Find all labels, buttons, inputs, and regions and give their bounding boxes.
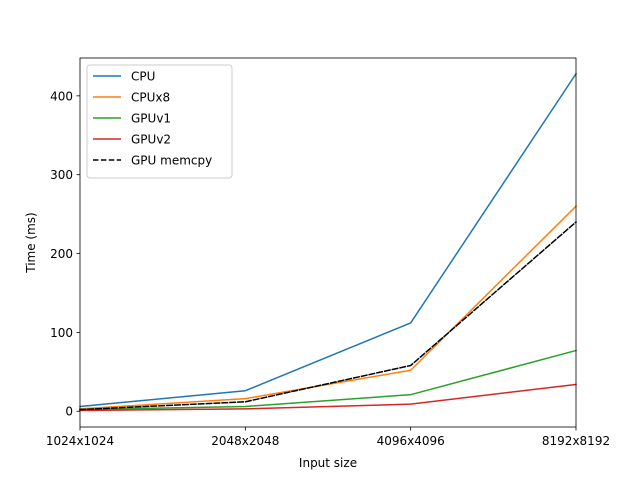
series-layer: [79, 72, 578, 412]
series-line-2: [79, 349, 577, 411]
legend-box: [86, 64, 233, 179]
x-axis: 1024x1024 2048x2048 4096x4096 8192x8192: [46, 427, 610, 448]
x-tick-label: 1024x1024: [46, 434, 114, 448]
series-line-3: [79, 383, 577, 412]
legend-label: CPU: [131, 70, 155, 84]
y-axis-label: Time (ms): [24, 212, 38, 274]
legend-label: GPU memcpy: [131, 154, 212, 168]
y-tick-label: 200: [50, 247, 73, 261]
plot-frame: [79, 57, 577, 428]
legend: CPU CPUx8 GPUv1 GPUv2 GPU memcpy: [86, 64, 233, 179]
legend-label: GPUv2: [131, 133, 171, 147]
x-tick-label: 4096x4096: [377, 434, 445, 448]
y-tick-label: 400: [50, 89, 73, 103]
series-line-0: [79, 72, 578, 408]
series-line-4: [79, 220, 578, 411]
y-tick-label: 100: [50, 326, 73, 340]
y-axis: 0 100 200 300 400: [50, 89, 80, 419]
legend-label: GPUv1: [131, 112, 171, 126]
x-tick-label: 2048x2048: [211, 434, 279, 448]
y-tick-label: 0: [65, 405, 73, 419]
y-tick-label: 300: [50, 168, 73, 182]
legend-label: CPUx8: [131, 91, 170, 105]
x-axis-label: Input size: [299, 456, 357, 470]
series-line-1: [79, 205, 578, 410]
x-tick-label: 8192x8192: [542, 434, 610, 448]
